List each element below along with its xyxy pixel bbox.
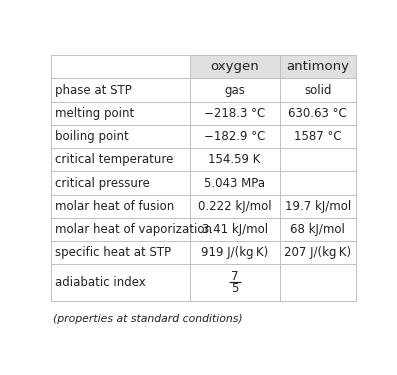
- Bar: [51, 171, 190, 195]
- Text: 919 J/(kg K): 919 J/(kg K): [201, 246, 268, 259]
- Bar: [51, 125, 190, 148]
- Bar: [51, 218, 190, 241]
- Text: phase at STP: phase at STP: [55, 84, 131, 96]
- Text: −182.9 °C: −182.9 °C: [204, 130, 265, 143]
- Bar: [190, 148, 279, 171]
- Text: −218.3 °C: −218.3 °C: [204, 107, 265, 120]
- Text: critical pressure: critical pressure: [55, 177, 150, 189]
- Bar: [279, 195, 356, 218]
- Text: 0.222 kJ/mol: 0.222 kJ/mol: [198, 200, 272, 213]
- Bar: [279, 171, 356, 195]
- Text: solid: solid: [304, 84, 331, 96]
- Text: 19.7 kJ/mol: 19.7 kJ/mol: [285, 200, 351, 213]
- Bar: [51, 102, 190, 125]
- Text: 7: 7: [231, 270, 239, 283]
- Bar: [279, 78, 356, 102]
- Bar: [190, 264, 279, 300]
- Text: 5: 5: [231, 282, 238, 295]
- Text: molar heat of vaporization: molar heat of vaporization: [55, 223, 212, 236]
- Text: 154.59 K: 154.59 K: [208, 153, 261, 166]
- Bar: [279, 148, 356, 171]
- Bar: [51, 241, 190, 264]
- Text: 3.41 kJ/mol: 3.41 kJ/mol: [202, 223, 268, 236]
- Bar: [190, 78, 279, 102]
- Text: critical temperature: critical temperature: [55, 153, 173, 166]
- Text: 68 kJ/mol: 68 kJ/mol: [290, 223, 345, 236]
- Text: gas: gas: [224, 84, 245, 96]
- Text: molar heat of fusion: molar heat of fusion: [55, 200, 174, 213]
- Bar: [51, 195, 190, 218]
- Bar: [190, 218, 279, 241]
- Text: melting point: melting point: [55, 107, 134, 120]
- Bar: [190, 125, 279, 148]
- Text: adiabatic index: adiabatic index: [55, 276, 146, 289]
- Bar: [279, 55, 356, 78]
- Bar: [190, 55, 279, 78]
- Bar: [51, 264, 190, 300]
- Bar: [51, 78, 190, 102]
- Bar: [190, 241, 279, 264]
- Bar: [279, 241, 356, 264]
- Bar: [279, 264, 356, 300]
- Bar: [279, 125, 356, 148]
- Bar: [190, 195, 279, 218]
- Text: specific heat at STP: specific heat at STP: [55, 246, 171, 259]
- Text: 630.63 °C: 630.63 °C: [288, 107, 347, 120]
- Text: 207 J/(kg K): 207 J/(kg K): [284, 246, 351, 259]
- Bar: [190, 171, 279, 195]
- Bar: [51, 148, 190, 171]
- Text: 1587 °C: 1587 °C: [294, 130, 341, 143]
- Text: antimony: antimony: [286, 60, 349, 73]
- Bar: [279, 102, 356, 125]
- Text: (properties at standard conditions): (properties at standard conditions): [53, 314, 242, 324]
- Bar: [190, 102, 279, 125]
- Text: boiling point: boiling point: [55, 130, 129, 143]
- Bar: [279, 218, 356, 241]
- Text: 5.043 MPa: 5.043 MPa: [204, 177, 265, 189]
- Text: oxygen: oxygen: [210, 60, 259, 73]
- Bar: [51, 55, 190, 78]
